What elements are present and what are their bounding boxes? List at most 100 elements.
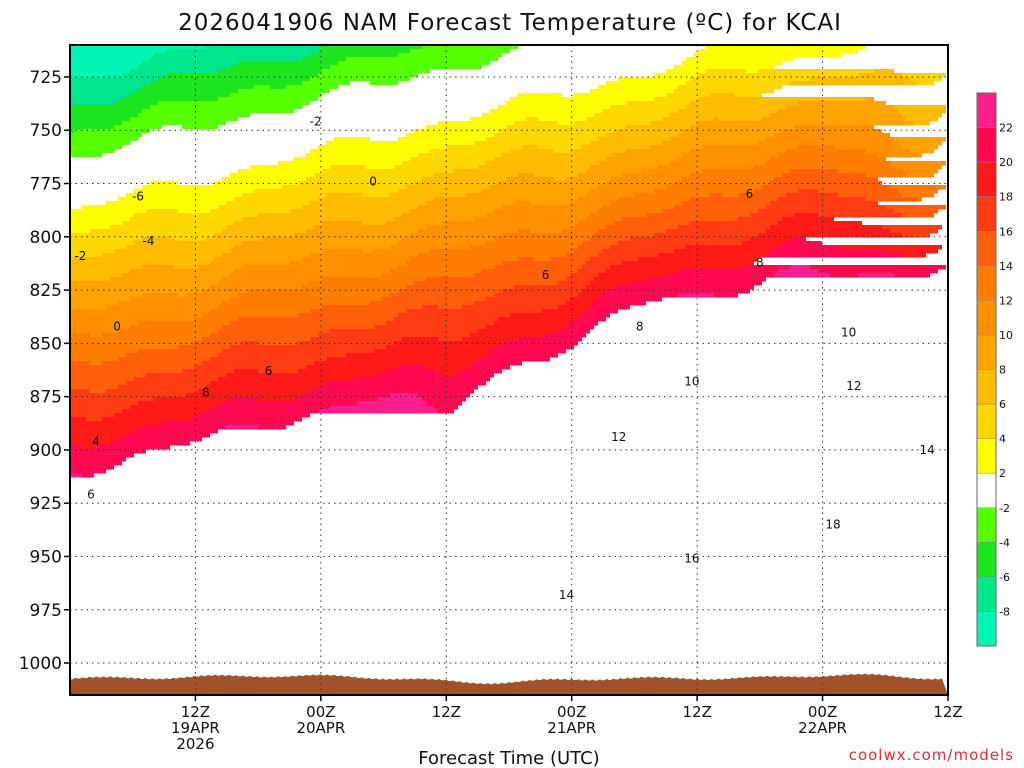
temperature-band (134, 429, 218, 434)
temperature-band (582, 145, 650, 150)
temperature-band (90, 361, 102, 366)
temperature-band (258, 397, 294, 402)
temperature-band (426, 125, 506, 130)
temperature-band (82, 445, 98, 450)
temperature-band (614, 129, 682, 134)
temperature-band (146, 373, 226, 378)
temperature-band (614, 153, 682, 158)
temperature-band (770, 113, 902, 118)
temperature-band (122, 221, 234, 226)
temperature-band (562, 229, 598, 234)
temperature-band (242, 341, 258, 346)
temperature-band (790, 81, 918, 86)
temperature-band (226, 425, 258, 430)
contour-label: 8 (636, 319, 644, 333)
temperature-band (710, 193, 722, 198)
legend-label: 8 (999, 364, 1006, 377)
temperature-band (610, 265, 746, 270)
temperature-band (70, 185, 142, 190)
legend-label: 18 (999, 191, 1013, 204)
temperature-band (370, 81, 398, 86)
temperature-band (646, 213, 750, 218)
temperature-band (70, 313, 202, 318)
temperature-band (682, 201, 770, 206)
temperature-band (70, 53, 154, 58)
temperature-band (70, 177, 222, 182)
temperature-band (162, 421, 294, 426)
temperature-band (470, 365, 510, 370)
temperature-band (302, 105, 498, 110)
contour-label: 0 (369, 174, 377, 188)
temperature-band (138, 113, 250, 118)
temperature-band (914, 121, 930, 126)
temperature-band (142, 185, 282, 190)
temperature-band (674, 89, 774, 94)
temperature-band (398, 189, 482, 194)
temperature-field (70, 45, 946, 478)
temperature-band (250, 165, 330, 170)
temperature-band (894, 273, 930, 278)
temperature-band (70, 133, 142, 138)
temperature-band (158, 101, 310, 106)
temperature-band (390, 193, 466, 198)
temperature-band (346, 353, 486, 358)
temperature-band (626, 101, 690, 106)
temperature-band (674, 249, 770, 254)
temperature-band (590, 281, 630, 286)
temperature-band (138, 401, 222, 406)
temperature-band (242, 193, 326, 198)
temperature-band (910, 149, 934, 154)
temperature-band (546, 333, 586, 338)
temperature-band (902, 73, 946, 78)
temperature-band (362, 221, 386, 226)
temperature-band (474, 273, 570, 278)
temperature-band (418, 73, 654, 78)
temperature-band (238, 89, 330, 94)
contour-label: 14 (559, 588, 574, 602)
temperature-band (402, 161, 486, 166)
temperature-band (578, 197, 618, 202)
temperature-band (70, 305, 106, 310)
temperature-band (70, 353, 126, 358)
temperature-band (374, 349, 490, 354)
temperature-band (198, 413, 310, 418)
temperature-band (698, 121, 914, 126)
temperature-band (70, 193, 126, 198)
temperature-band (446, 145, 522, 150)
x-tick-label: 12Z (682, 703, 711, 721)
contour-label: -4 (142, 234, 154, 248)
temperature-band (118, 357, 210, 362)
temperature-band (70, 277, 110, 282)
temperature-band (70, 245, 126, 250)
temperature-band (70, 233, 214, 238)
temperature-band (402, 237, 494, 242)
temperature-band (770, 249, 886, 254)
temperature-band (70, 169, 238, 174)
temperature-band (70, 57, 150, 62)
temperature-band (406, 309, 542, 314)
temperature-band (70, 409, 122, 414)
temperature-band (618, 77, 690, 82)
legend-swatch (977, 265, 996, 301)
temperature-band (210, 381, 326, 386)
temperature-band (462, 305, 558, 310)
legend-swatch (977, 507, 996, 543)
temperature-band (322, 277, 426, 282)
temperature-band (106, 201, 226, 206)
temperature-band (490, 349, 566, 354)
temperature-band (682, 129, 782, 134)
temperature-band (894, 137, 946, 142)
temperature-band (626, 149, 690, 154)
contour-label: -6 (132, 189, 144, 203)
temperature-band (198, 389, 310, 394)
temperature-band (758, 141, 898, 146)
temperature-band (518, 257, 534, 262)
temperature-band (226, 201, 310, 206)
temperature-band (230, 173, 314, 178)
temperature-band (778, 245, 838, 250)
temperature-band (322, 45, 422, 50)
temperature-band (158, 77, 310, 82)
temperature-band (874, 69, 894, 74)
temperature-band (686, 81, 790, 86)
